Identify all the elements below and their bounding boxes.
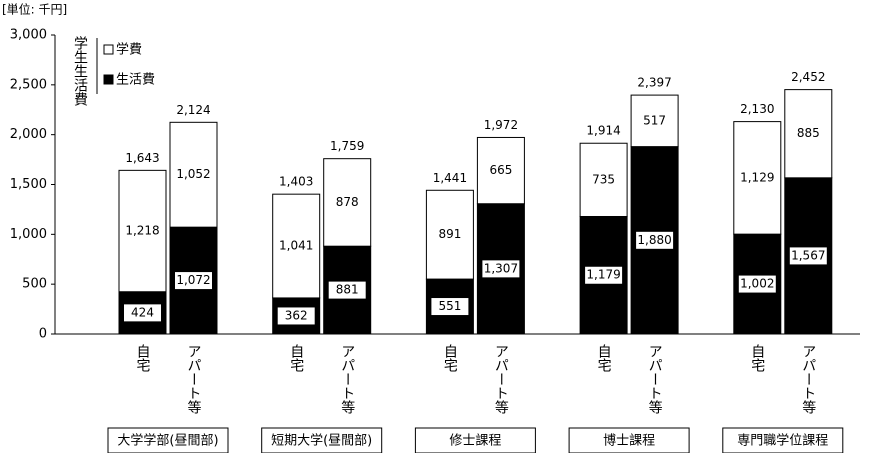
x-tick-label: アパート等 <box>186 344 202 414</box>
group-label: 専門職学位課程 <box>737 433 828 449</box>
value-label: 665 <box>489 163 512 177</box>
value-label-box <box>788 246 828 266</box>
x-tick-label: 自宅 <box>442 344 458 372</box>
value-label: 362 <box>285 308 308 322</box>
bar-segment <box>169 121 218 228</box>
legend-box <box>62 34 162 96</box>
total-label: 1,403 <box>279 175 313 189</box>
value-label: 881 <box>336 283 359 297</box>
group-label: 短期大学(昼間部) <box>271 433 372 449</box>
value-label: 424 <box>131 305 154 319</box>
value-label-box <box>123 303 162 323</box>
value-label-box <box>584 265 624 285</box>
value-label: 1,567 <box>791 248 825 262</box>
total-label: 1,914 <box>586 124 620 138</box>
value-label: 551 <box>438 299 461 313</box>
legend-swatch <box>103 44 114 55</box>
value-label: 1,129 <box>740 170 774 184</box>
x-tick-label: アパート等 <box>493 344 509 414</box>
value-label-box <box>276 306 316 326</box>
value-label: 1,052 <box>176 167 210 181</box>
total-label: 1,759 <box>330 139 364 153</box>
value-label: 1,307 <box>484 261 518 275</box>
legend-label: 学費 <box>116 42 142 58</box>
bar-segment <box>784 89 833 179</box>
bar-segment <box>476 136 525 205</box>
y-tick-label: 1,000 <box>10 227 47 242</box>
x-tick-label: アパート等 <box>339 344 355 414</box>
x-tick-label: アパート等 <box>647 344 663 414</box>
bar-segment <box>272 193 321 299</box>
bar-segment <box>425 189 474 280</box>
value-label-box <box>174 271 213 291</box>
value-label: 517 <box>643 113 666 127</box>
bar-segment <box>630 94 679 148</box>
total-label: 2,130 <box>740 102 774 116</box>
legend-title: 学生生活費 <box>72 36 88 106</box>
x-tick-label: 自宅 <box>596 344 612 372</box>
total-label: 1,643 <box>125 151 159 165</box>
x-tick-label: 自宅 <box>288 344 304 372</box>
value-label-box <box>737 274 777 294</box>
bar-segment <box>323 158 372 247</box>
group-label-box <box>414 427 536 453</box>
y-tick-label: 2,000 <box>10 127 47 142</box>
bar-segment <box>118 169 167 293</box>
group-label: 大学学部(昼間部) <box>117 433 218 449</box>
x-tick-label: 自宅 <box>749 344 765 372</box>
y-tick-label: 3,000 <box>10 28 47 43</box>
total-label: 1,441 <box>433 171 467 185</box>
value-label: 1,072 <box>176 273 210 287</box>
x-tick-label: 自宅 <box>135 344 151 372</box>
group-label-box <box>261 427 383 453</box>
group-label-box <box>568 427 690 453</box>
total-label: 2,397 <box>637 76 671 90</box>
value-label: 1,880 <box>637 233 671 247</box>
value-label-box <box>635 230 675 250</box>
value-label: 885 <box>797 126 820 140</box>
value-label: 878 <box>336 195 359 209</box>
value-label: 1,218 <box>125 224 159 238</box>
group-label: 修士課程 <box>449 433 501 449</box>
y-tick-label: 500 <box>22 277 47 292</box>
y-tick-label: 2,500 <box>10 77 47 92</box>
bar-segment <box>733 121 782 235</box>
y-tick-label: 0 <box>39 327 47 342</box>
value-label-box <box>327 280 367 300</box>
legend-label: 生活費 <box>116 73 155 88</box>
value-label-box <box>481 259 521 279</box>
legend-swatch <box>103 74 114 85</box>
group-label-box <box>722 427 844 453</box>
unit-label: [単位: 千円] <box>2 2 67 17</box>
value-label: 735 <box>592 172 615 186</box>
total-label: 2,124 <box>176 103 210 117</box>
group-label-box <box>107 427 229 453</box>
value-label: 1,002 <box>740 277 774 291</box>
y-tick-label: 1,500 <box>10 177 47 192</box>
x-tick-label: アパート等 <box>800 344 816 414</box>
value-label: 1,041 <box>279 239 313 253</box>
total-label: 1,972 <box>484 118 518 132</box>
value-label: 891 <box>438 227 461 241</box>
bar-segment <box>579 142 628 217</box>
total-label: 2,452 <box>791 70 825 84</box>
group-label: 博士課程 <box>603 433 655 449</box>
value-label: 1,179 <box>586 268 620 282</box>
value-label-box <box>430 297 470 317</box>
